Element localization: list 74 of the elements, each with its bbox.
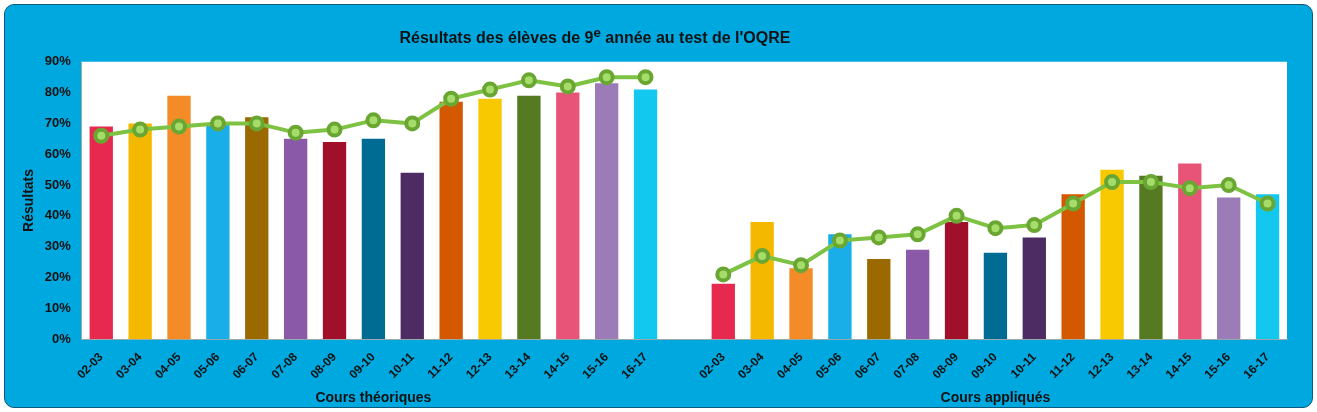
bar: [750, 222, 774, 340]
y-tick-label: 40%: [44, 207, 72, 223]
bar: [517, 95, 541, 340]
bar: [206, 123, 230, 340]
bar: [322, 141, 347, 340]
bar: [1178, 163, 1202, 340]
point: [1220, 177, 1237, 194]
bar: [128, 123, 152, 340]
y-tick-label: 80%: [44, 84, 72, 100]
point: [326, 121, 343, 138]
y-tick-label: 90%: [44, 53, 72, 69]
point: [870, 229, 887, 246]
bar: [245, 117, 269, 340]
bar: [711, 283, 735, 340]
bar: [1022, 237, 1046, 340]
bar: [478, 98, 502, 340]
point: [171, 118, 188, 135]
y-tick-label: 10%: [44, 299, 72, 315]
point: [948, 207, 965, 224]
bar: [1100, 169, 1124, 340]
point: [1259, 195, 1276, 212]
point: [482, 81, 499, 98]
point: [715, 266, 732, 283]
point: [637, 69, 654, 86]
bar: [361, 138, 386, 340]
bar: [944, 222, 969, 340]
bar: [633, 89, 658, 340]
y-axis-title: Résultats: [20, 168, 37, 232]
bar: [439, 101, 463, 340]
y-tick-label: 60%: [44, 145, 72, 161]
bar: [167, 95, 191, 340]
point: [287, 124, 304, 141]
point: [909, 226, 926, 243]
point: [793, 257, 810, 274]
chart-title: Résultats des élèves de 9$^{e}$ année au test de l'OQRE: [398, 25, 792, 48]
point: [520, 72, 537, 89]
bar: [283, 138, 308, 340]
y-tick-label: 50%: [44, 176, 72, 192]
y-tick-label: 70%: [44, 115, 72, 130]
y-tick-label: 0%: [52, 330, 72, 346]
y-tick-label: 20%: [44, 269, 72, 285]
bar: [983, 252, 1008, 340]
point: [1065, 195, 1082, 212]
bar: [1255, 194, 1280, 340]
point: [754, 247, 771, 264]
point: [831, 232, 848, 249]
bar: [1061, 194, 1085, 340]
bar: [89, 126, 113, 340]
y-tick-label: 30%: [44, 238, 72, 254]
point: [365, 112, 382, 129]
point: [1026, 217, 1043, 234]
point: [404, 115, 421, 132]
point: [1142, 173, 1159, 190]
text: Cours appliqués: [940, 388, 1051, 405]
point: [987, 220, 1004, 237]
bar: [906, 249, 930, 340]
point: [598, 69, 615, 86]
bar: [828, 234, 852, 340]
point: [209, 115, 226, 132]
bar: [867, 259, 891, 340]
point: [1181, 180, 1198, 197]
point: [559, 78, 576, 95]
point: [93, 127, 110, 144]
bar: [400, 172, 424, 340]
point: [248, 115, 265, 132]
text: Cours théoriques: [315, 388, 432, 405]
bar: [556, 92, 580, 340]
bar: [594, 83, 619, 340]
bar: [1217, 197, 1241, 340]
bar: [789, 268, 813, 340]
point: [443, 90, 460, 107]
point: [132, 121, 149, 138]
bar: [1139, 175, 1163, 340]
point: [1104, 173, 1121, 190]
